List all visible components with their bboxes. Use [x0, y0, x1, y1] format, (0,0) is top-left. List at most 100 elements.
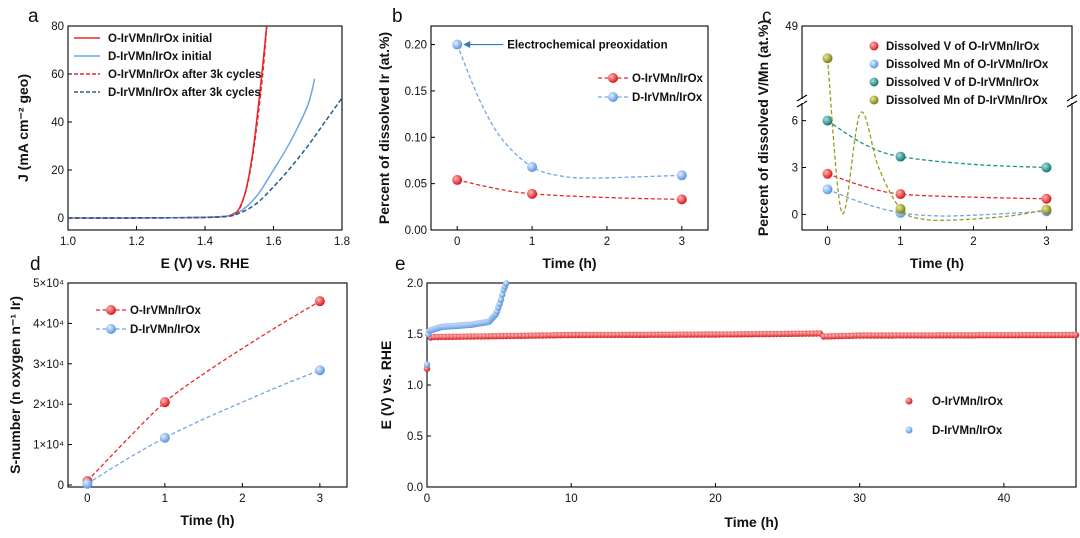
- x-tick-label: 2: [239, 493, 245, 505]
- data-point: [159, 432, 170, 443]
- y-tick-label: 0.15: [405, 86, 427, 98]
- legend-marker: [608, 73, 618, 83]
- series-line: [87, 369, 321, 485]
- x-tick-label: 1.4: [197, 236, 214, 248]
- axis-break-mark: [1066, 94, 1078, 102]
- y-tick-label: 0.00: [405, 225, 427, 237]
- x-tick-label: 20: [709, 493, 722, 505]
- series-line: [457, 179, 682, 201]
- panel-label: b: [392, 6, 403, 27]
- data-point: [1041, 204, 1052, 215]
- series-line: [67, 97, 343, 219]
- legend-label: Dissolved V of O-IrVMn/IrOx: [886, 41, 1040, 53]
- plot-frame: [801, 25, 1073, 231]
- data-point: [676, 170, 687, 181]
- legend-label: O-IrVMn/IrOx initial: [108, 33, 212, 45]
- y-tick-label: 40: [51, 117, 64, 129]
- y-tick-label: 2.0: [407, 278, 423, 290]
- plot-frame: [430, 25, 709, 231]
- data-point: [1072, 331, 1080, 339]
- x-tick-label: 0: [824, 236, 830, 248]
- y-tick-label: 60: [51, 69, 64, 81]
- y-tick-label: 0: [58, 480, 64, 492]
- y-axis-title: S-number (n oxygen n⁻¹ Ir): [7, 296, 23, 474]
- panel-c-dissolved-v-mn: c 0 1 2 3 0 3 6 49 Time (h) Percent of dissolved V…: [755, 6, 1078, 271]
- legend-marker: [608, 92, 618, 102]
- y-tick-label: 20: [51, 165, 64, 177]
- x-tick-label: 10: [565, 493, 578, 505]
- legend-marker: [869, 77, 879, 87]
- y-axis-title: J (mA cm⁻² geo): [15, 74, 31, 182]
- y-tick-label: 0: [792, 209, 798, 221]
- x-tick-label: 1: [897, 236, 903, 248]
- panel-d-s-number: d 0 1 2 3 0 1×10⁴ 2×10⁴ 3×10⁴ 4×10⁴ 5×10⁴ Time (h) S…: [7, 254, 348, 528]
- data-point: [314, 365, 325, 376]
- data-point: [895, 203, 906, 214]
- data-point: [159, 397, 170, 408]
- series-line: [67, 78, 316, 219]
- data-point: [895, 189, 906, 200]
- panel-a-lsv: a 1.0 1.2 1.4 1.6 1.8 0 20 40 60 80 E (V) vs. RHE J …: [15, 6, 350, 271]
- legend-marker: [106, 324, 116, 334]
- data-point: [452, 174, 463, 185]
- y-tick-label: 5×10⁴: [33, 278, 64, 290]
- x-tick-label: 1: [162, 493, 168, 505]
- legend-label: D-IrVMn/IrOx: [932, 425, 1003, 437]
- legend-label: Dissolved Mn of O-IrVMn/IrOx: [886, 59, 1049, 71]
- series-line: [827, 120, 1047, 169]
- y-tick-label: 1.0: [407, 380, 423, 392]
- legend-label: Dissolved Mn of D-IrVMn/IrOx: [886, 95, 1048, 107]
- series-line: [456, 44, 682, 179]
- axis-break-mark: [796, 94, 808, 102]
- x-tick-label: 0: [84, 493, 90, 505]
- x-tick-label: 1.6: [266, 236, 282, 248]
- x-tick-label: 3: [679, 236, 685, 248]
- legend-label: O-IrVMn/IrOx: [130, 305, 202, 317]
- data-point: [822, 168, 833, 179]
- x-tick-label: 2: [970, 236, 976, 248]
- legend-marker: [869, 41, 879, 51]
- x-tick-label: 30: [853, 493, 866, 505]
- legend-marker: [106, 305, 116, 315]
- annotation-text: Electrochemical preoxidation: [507, 40, 667, 52]
- panel-label: d: [30, 254, 41, 275]
- series-line: [827, 173, 1047, 200]
- x-tick-label: 3: [1043, 236, 1049, 248]
- axis-break-mark: [796, 100, 808, 108]
- y-tick-label: 0.10: [405, 132, 427, 144]
- x-tick-label: 1.8: [334, 236, 350, 248]
- plot-frame: [67, 282, 348, 488]
- panel-label: c: [762, 6, 772, 27]
- x-tick-label: 3: [317, 493, 323, 505]
- x-tick-label: 40: [997, 493, 1010, 505]
- y-tick-label: 0.05: [405, 179, 427, 191]
- x-tick-label: 1.2: [129, 236, 145, 248]
- y-tick-label: 1×10⁴: [33, 440, 64, 452]
- data-point: [527, 161, 538, 172]
- panel-e-stability: e 0 10 20 30 40 0.0 0.5 1.0 1.5 2.0 Time (h) E (V) v…: [378, 254, 1080, 530]
- data-point: [423, 361, 431, 368]
- series-line: [827, 188, 1047, 217]
- data-point: [676, 194, 687, 205]
- y-tick-label: 0.5: [407, 431, 423, 443]
- y-tick-label: 2×10⁴: [33, 399, 64, 411]
- data-point: [527, 188, 538, 199]
- data-point: [1041, 193, 1052, 204]
- panel-b-dissolved-ir: b 0 1 2 3 0.00 0.05 0.10 0.15 0.20 Time (h) Percent…: [376, 6, 709, 271]
- data-point: [314, 296, 325, 307]
- legend-label: D-IrVMn/IrOx after 3k cycles: [108, 87, 261, 99]
- axis-break-gap: [1070, 99, 1073, 103]
- panel-label: a: [28, 6, 39, 27]
- data-point: [82, 478, 93, 489]
- legend-label: D-IrVMn/IrOx initial: [108, 51, 212, 63]
- series-line: [67, 25, 268, 219]
- data-point: [497, 296, 505, 303]
- y-tick-label: 0.20: [405, 40, 427, 52]
- y-tick-label: 1.5: [407, 329, 423, 341]
- annotation-arrow-head: [463, 41, 471, 49]
- data-point: [895, 151, 906, 162]
- y-tick-label: 0: [58, 213, 64, 225]
- panel-label: e: [395, 254, 406, 275]
- legend-label: O-IrVMn/IrOx after 3k cycles: [108, 69, 261, 81]
